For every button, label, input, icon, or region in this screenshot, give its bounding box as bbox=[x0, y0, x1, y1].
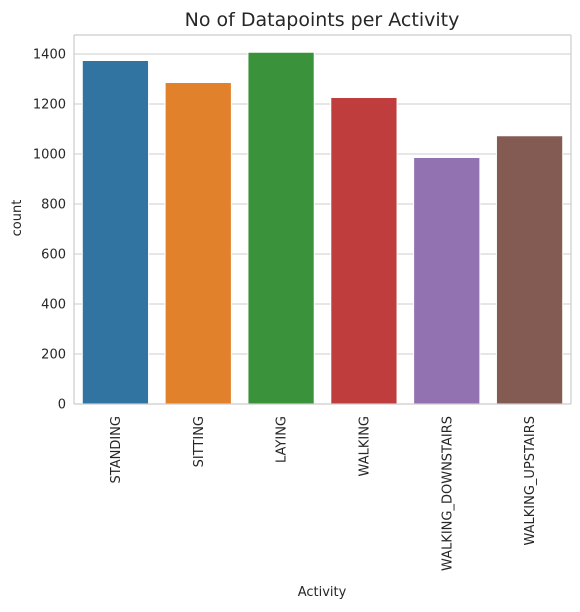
chart-title: No of Datapoints per Activity bbox=[185, 9, 460, 31]
x-tick-label: WALKING_DOWNSTAIRS bbox=[440, 416, 455, 571]
bar-walking bbox=[330, 97, 398, 405]
bar-standing bbox=[81, 60, 150, 405]
bar-walking-downstairs bbox=[413, 157, 481, 405]
bar-walking-upstairs bbox=[495, 135, 564, 405]
y-tick-label: 600 bbox=[41, 248, 66, 263]
y-tick-label: 0 bbox=[58, 398, 66, 413]
x-tick-label: STANDING bbox=[109, 416, 124, 483]
x-tick-label: SITTING bbox=[192, 416, 207, 467]
y-tick-label: 1200 bbox=[33, 98, 66, 113]
x-tick-label: WALKING bbox=[357, 416, 372, 476]
y-tick-label: 400 bbox=[41, 298, 66, 313]
y-axis-label: count bbox=[10, 200, 25, 237]
bar-sitting bbox=[164, 82, 232, 405]
y-tick-label: 800 bbox=[41, 198, 66, 213]
x-axis-label: Activity bbox=[298, 585, 347, 600]
plot-area: 0 200 400 600 800 1000 1200 1400 STANDING SITTING… bbox=[33, 34, 572, 571]
y-tick-label: 1400 bbox=[33, 48, 66, 63]
bar-laying bbox=[247, 51, 315, 405]
plot-background bbox=[74, 35, 571, 404]
x-tick-label: LAYING bbox=[275, 416, 290, 463]
x-tick-label: WALKING_UPSTAIRS bbox=[523, 416, 538, 546]
y-tick-label: 200 bbox=[41, 348, 66, 363]
y-tick-label: 1000 bbox=[33, 148, 66, 163]
